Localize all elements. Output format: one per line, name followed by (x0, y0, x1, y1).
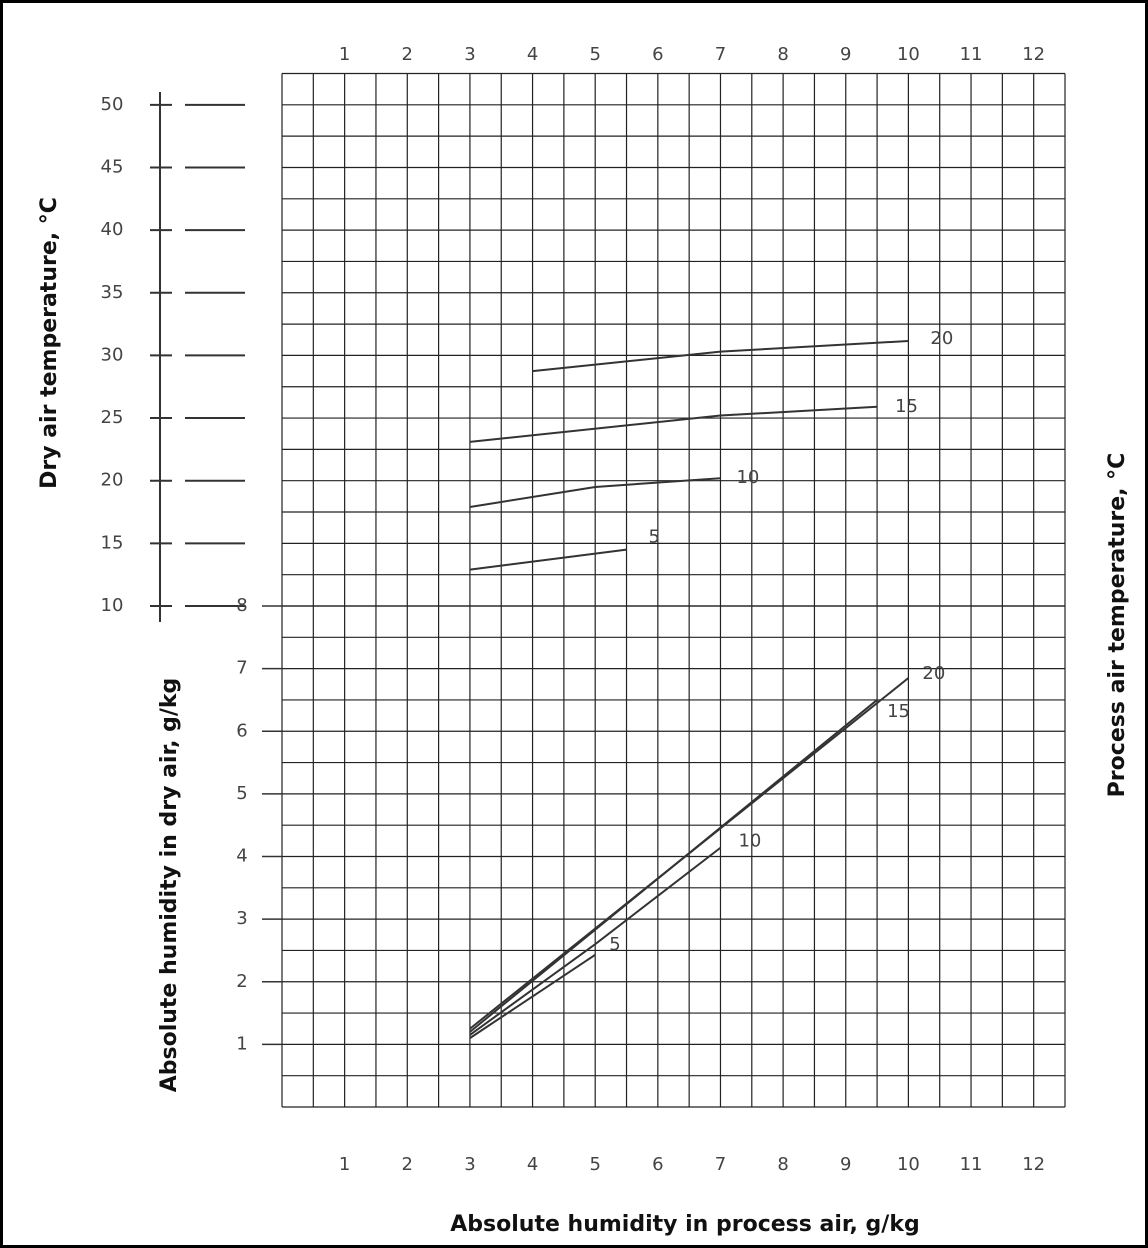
y-tick-label: 3 (236, 908, 247, 929)
x-axis-title: Absolute humidity in process air, g/kg (450, 1212, 919, 1237)
y-tick-label: 7 (236, 658, 247, 679)
series-label: 15 (887, 701, 910, 722)
x-tick-label: 5 (589, 44, 600, 65)
y-tick-label: 25 (101, 407, 124, 428)
x-tick-label: 8 (777, 1154, 788, 1175)
y-tick-label: 2 (236, 971, 247, 992)
y-tick-label: 30 (101, 344, 124, 365)
line (469, 548, 627, 571)
line (532, 340, 909, 373)
x-tick-label: 3 (464, 44, 475, 65)
x-tick-label: 3 (464, 1154, 475, 1175)
x-tick-label: 7 (715, 44, 726, 65)
x-tick-label: 12 (1022, 1154, 1045, 1175)
series-label: 10 (738, 831, 761, 852)
y-axis-title: Absolute humidity in dry air, g/kg (157, 678, 182, 1093)
y-tick-label: 35 (101, 282, 124, 303)
y-tick-label: 6 (236, 720, 247, 741)
x-tick-label: 1 (339, 1154, 350, 1175)
line (469, 405, 878, 443)
series-label: 5 (609, 934, 620, 955)
series-label: 20 (930, 328, 953, 349)
line (469, 953, 596, 1039)
y-axis-title: Dry air temperature, °C (37, 197, 62, 489)
line (469, 477, 721, 509)
y-tick-label: 15 (101, 532, 124, 553)
series-label: 15 (895, 396, 918, 417)
x-tick-label: 11 (960, 44, 983, 65)
x-tick-label: 8 (777, 44, 788, 65)
x-tick-label: 9 (840, 1154, 851, 1175)
series-label: 10 (736, 467, 759, 488)
y-tick-label: 50 (101, 94, 124, 115)
y-tick-label: 20 (101, 470, 124, 491)
x-tick-label: 7 (715, 1154, 726, 1175)
y-tick-label: 10 (101, 595, 124, 616)
y-tick-label: 40 (101, 219, 124, 240)
x-tick-label: 10 (897, 1154, 920, 1175)
y-tick-label: 45 (101, 156, 124, 177)
series-label: 5 (649, 527, 660, 548)
x-tick-label: 4 (527, 44, 538, 65)
x-tick-label: 5 (589, 1154, 600, 1175)
y-tick-label: 4 (236, 846, 247, 867)
x-tick-label: 2 (402, 1154, 413, 1175)
x-tick-label: 4 (527, 1154, 538, 1175)
x-tick-label: 2 (402, 44, 413, 65)
line (469, 677, 910, 1030)
y-tick-label: 8 (236, 595, 247, 616)
x-tick-label: 11 (960, 1154, 983, 1175)
y-tick-label: 5 (236, 783, 247, 804)
y-tick-label: 1 (236, 1033, 247, 1054)
x-tick-label: 6 (652, 1154, 663, 1175)
series-label: 20 (922, 663, 945, 684)
right-axis-title: Process air temperature, °C (1105, 453, 1130, 798)
x-tick-label: 1 (339, 44, 350, 65)
x-tick-label: 12 (1022, 44, 1045, 65)
x-tick-label: 9 (840, 44, 851, 65)
x-tick-label: 10 (897, 44, 920, 65)
line (469, 846, 722, 1036)
x-tick-label: 6 (652, 44, 663, 65)
